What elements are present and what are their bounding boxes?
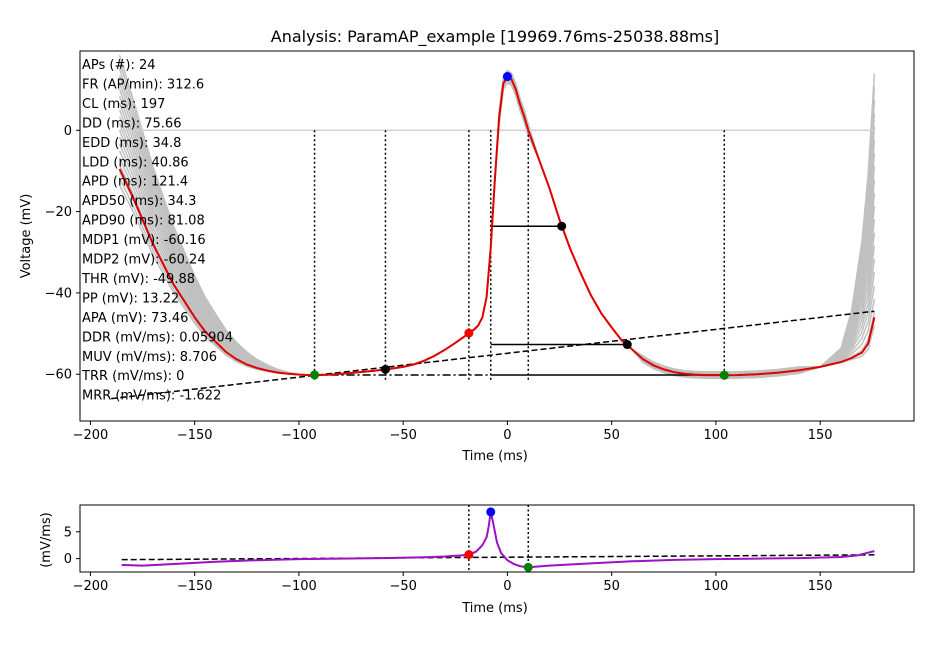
threshold-marker bbox=[464, 550, 474, 560]
ap-trace bbox=[118, 68, 876, 376]
derivative-x-tick-label: 150 bbox=[808, 579, 833, 594]
chart-title: Analysis: ParamAP_example [19969.76ms-25… bbox=[271, 27, 719, 47]
derivative-x-tick-label: −200 bbox=[73, 579, 109, 594]
derivative-y-tick-label: 5 bbox=[64, 525, 72, 540]
derivative-x-ticks: −200 −150 −100 −50 0 50 100 150 bbox=[73, 572, 833, 594]
stat-line: APD50 (ms): 34.3 bbox=[82, 194, 196, 209]
derivative-x-tick-label: 0 bbox=[503, 579, 511, 594]
derivative-x-tick-label: −150 bbox=[177, 579, 213, 594]
voltage-plot-frame bbox=[79, 50, 915, 422]
derivative-line bbox=[121, 511, 875, 569]
voltage-x-tick-label: 150 bbox=[808, 428, 833, 443]
voltage-x-tick-label: −150 bbox=[177, 428, 213, 443]
stat-line: FR (AP/min): 312.6 bbox=[82, 77, 204, 92]
black-marker bbox=[380, 364, 390, 374]
stat-line: TRR (mV/ms): 0 bbox=[81, 369, 184, 384]
black-marker bbox=[557, 221, 567, 231]
voltage-x-tick-label: 50 bbox=[603, 428, 620, 443]
black-marker bbox=[622, 340, 632, 350]
derivative-annotation-lines bbox=[121, 505, 875, 572]
stat-line: MRR (mV/ms): -1.622 bbox=[82, 389, 221, 404]
apex-marker bbox=[486, 507, 496, 517]
stat-line: DD (ms): 75.66 bbox=[82, 116, 181, 131]
derivative-x-tick-label: −50 bbox=[389, 579, 416, 594]
voltage-y-ticks: 0 −20 −40 −60 bbox=[45, 124, 80, 383]
voltage-x-tick-label: −100 bbox=[281, 428, 317, 443]
derivative-x-tick-label: 100 bbox=[704, 579, 729, 594]
stat-line: CL (ms): 197 bbox=[82, 97, 165, 112]
derivative-markers bbox=[464, 507, 533, 572]
derivative-trace bbox=[121, 511, 875, 569]
voltage-y-label: Voltage (mV) bbox=[19, 194, 34, 279]
mdp-marker bbox=[719, 370, 729, 380]
stat-line: PP (mV): 13.22 bbox=[82, 291, 179, 306]
ddr-line bbox=[111, 310, 875, 400]
ap-trace bbox=[118, 61, 876, 376]
stat-line: APs (#): 24 bbox=[82, 58, 156, 73]
voltage-x-tick-label: −50 bbox=[389, 428, 416, 443]
derivative-x-tick-label: 50 bbox=[603, 579, 620, 594]
derivative-x-label: Time (ms) bbox=[461, 601, 528, 616]
stat-line: LDD (ms): 40.86 bbox=[82, 155, 189, 170]
voltage-x-ticks: −200 −150 −100 −50 0 50 100 150 bbox=[73, 421, 833, 443]
voltage-y-tick-label: −40 bbox=[45, 286, 72, 301]
stat-line: MDP2 (mV): -60.24 bbox=[82, 253, 206, 268]
voltage-y-tick-label: −20 bbox=[45, 205, 72, 220]
voltage-x-label: Time (ms) bbox=[461, 449, 528, 464]
voltage-x-tick-label: 100 bbox=[704, 428, 729, 443]
derivative-x-tick-label: −100 bbox=[281, 579, 317, 594]
mdp-marker bbox=[310, 370, 320, 380]
stat-line: APD (ms): 121.4 bbox=[82, 175, 188, 190]
annotation-lines bbox=[111, 129, 875, 400]
mean-trace-line bbox=[118, 75, 876, 377]
derivative-plot-frame bbox=[79, 504, 915, 573]
derivative-panel: −200 −150 −100 −50 0 50 100 150 50 Time (ms) (m… bbox=[39, 504, 915, 616]
stat-line: DDR (mV/ms): 0.05904 bbox=[82, 330, 233, 345]
voltage-y-tick-label: 0 bbox=[64, 124, 72, 139]
stat-line: APA (mV): 73.46 bbox=[82, 311, 188, 326]
derivative-y-tick-label: 0 bbox=[64, 552, 72, 567]
voltage-x-tick-label: 0 bbox=[503, 428, 511, 443]
stat-line: APD90 (ms): 81.08 bbox=[82, 214, 205, 229]
ap-markers bbox=[310, 72, 729, 380]
voltage-y-tick-label: −60 bbox=[45, 368, 72, 383]
stat-line: EDD (ms): 34.8 bbox=[82, 136, 181, 151]
apex-marker bbox=[502, 72, 512, 82]
stat-line: THR (mV): -49.88 bbox=[81, 272, 195, 287]
threshold-marker bbox=[464, 328, 474, 338]
voltage-panel: APs (#): 24 FR (AP/min): 312.6 CL (ms): 19… bbox=[19, 50, 915, 464]
mean-trace bbox=[118, 75, 876, 377]
derivative-y-ticks: 50 bbox=[64, 525, 80, 567]
stat-line: MUV (mV/ms): 8.706 bbox=[82, 350, 217, 365]
stats-list: APs (#): 24 FR (AP/min): 312.6 CL (ms): 19… bbox=[81, 58, 233, 404]
stat-line: MDP1 (mV): -60.16 bbox=[82, 233, 206, 248]
derivative-y-label: (mV/ms) bbox=[39, 512, 54, 568]
voltage-x-tick-label: −200 bbox=[73, 428, 109, 443]
ap-trace bbox=[118, 54, 876, 376]
mdp-marker bbox=[523, 562, 533, 572]
